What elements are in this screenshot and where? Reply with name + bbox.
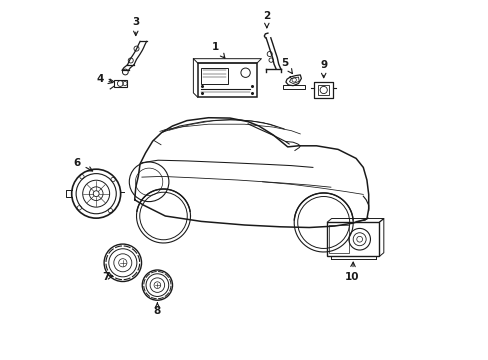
Text: 8: 8 (153, 303, 161, 316)
Text: 10: 10 (345, 262, 359, 282)
Bar (314, 82, 332, 98)
Text: 9: 9 (320, 60, 326, 78)
Text: 3: 3 (132, 17, 139, 36)
Text: 1: 1 (212, 42, 224, 58)
Bar (317, 85, 329, 95)
Bar (326, 222, 379, 256)
Bar (283, 85, 305, 89)
Text: 2: 2 (263, 11, 270, 28)
Text: 7: 7 (102, 272, 112, 282)
Text: 5: 5 (281, 58, 292, 73)
Bar (114, 80, 126, 87)
Bar (201, 68, 228, 84)
Text: 6: 6 (73, 158, 92, 171)
Bar (197, 63, 257, 97)
Bar (328, 225, 348, 253)
Text: 4: 4 (96, 74, 113, 84)
